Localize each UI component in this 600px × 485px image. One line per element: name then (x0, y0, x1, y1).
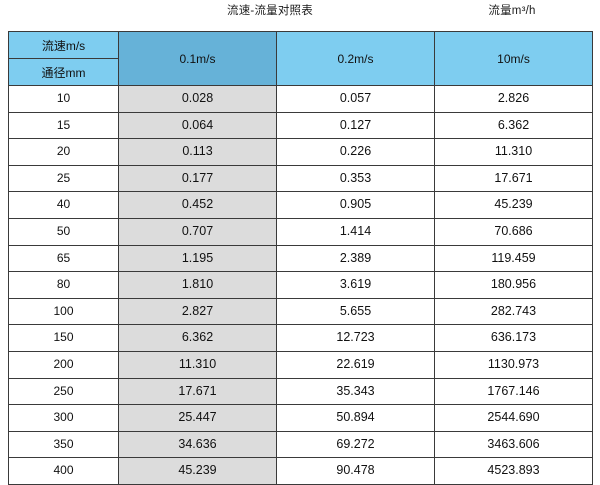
cell-flow-at-0.2ms: 35.343 (276, 377, 435, 406)
table-head: 流速m/s 0.1m/s 0.2m/s 10m/s 通径mm (8, 31, 593, 86)
cell-flow-at-10ms: 180.956 (434, 271, 593, 299)
cell-flow-at-0.2ms: 3.619 (276, 271, 435, 299)
header-col-10ms: 10m/s (434, 31, 593, 86)
caption-row: 流速-流量对照表 流量m³/h (0, 0, 600, 30)
cell-flow-at-0.1ms: 6.362 (118, 324, 277, 352)
cell-flow-at-0.2ms: 90.478 (276, 457, 435, 485)
cell-flow-at-10ms: 1767.146 (434, 377, 593, 406)
cell-flow-at-0.2ms: 0.353 (276, 164, 435, 193)
table-row: 10 0.028 0.057 2.826 (8, 85, 593, 113)
cell-flow-at-0.1ms: 0.113 (118, 138, 277, 166)
cell-nominal-diameter: 10 (8, 85, 119, 113)
cell-flow-at-10ms: 4523.893 (434, 457, 593, 485)
cell-flow-at-0.1ms: 0.177 (118, 164, 277, 193)
cell-flow-at-10ms: 282.743 (434, 297, 593, 326)
table-container: 流速m/s 0.1m/s 0.2m/s 10m/s 通径mm 10 0.028 0.… (8, 31, 593, 485)
cell-nominal-diameter: 300 (8, 404, 119, 432)
cell-nominal-diameter: 250 (8, 377, 119, 406)
cell-nominal-diameter: 65 (8, 244, 119, 273)
cell-nominal-diameter: 50 (8, 217, 119, 246)
table-row: 350 34.636 69.272 3463.606 (8, 430, 593, 459)
cell-flow-at-10ms: 2544.690 (434, 404, 593, 432)
cell-flow-at-0.1ms: 45.239 (118, 457, 277, 485)
table-row: 20 0.113 0.226 11.310 (8, 138, 593, 166)
cell-flow-at-10ms: 1130.973 (434, 350, 593, 379)
table-row: 25 0.177 0.353 17.671 (8, 164, 593, 193)
cell-flow-at-0.1ms: 17.671 (118, 377, 277, 406)
cell-flow-at-0.2ms: 2.389 (276, 244, 435, 273)
header-velocity-unit: 流速m/s (8, 31, 119, 59)
cell-flow-at-0.1ms: 2.827 (118, 297, 277, 326)
cell-flow-at-0.1ms: 0.028 (118, 85, 277, 113)
table-title: 流速-流量对照表 (227, 5, 313, 17)
cell-nominal-diameter: 15 (8, 111, 119, 140)
cell-nominal-diameter: 350 (8, 430, 119, 459)
table-row: 200 11.310 22.619 1130.973 (8, 350, 593, 379)
table-header-row-bottom: 通径mm (8, 58, 593, 86)
cell-flow-at-10ms: 119.459 (434, 244, 593, 273)
cell-flow-at-0.1ms: 1.195 (118, 244, 277, 273)
table-row: 50 0.707 1.414 70.686 (8, 217, 593, 246)
flow-velocity-table: 流速m/s 0.1m/s 0.2m/s 10m/s 通径mm 10 0.028 0.… (8, 31, 593, 485)
cell-flow-at-0.2ms: 69.272 (276, 430, 435, 459)
cell-flow-at-0.1ms: 11.310 (118, 350, 277, 379)
cell-nominal-diameter: 200 (8, 350, 119, 379)
cell-flow-at-10ms: 17.671 (434, 164, 593, 193)
header-col-0.2ms: 0.2m/s (276, 31, 435, 86)
header-col-0.1ms: 0.1m/s (118, 31, 277, 86)
cell-flow-at-0.2ms: 0.057 (276, 85, 435, 113)
cell-flow-at-0.1ms: 0.452 (118, 191, 277, 219)
cell-flow-at-0.2ms: 12.723 (276, 324, 435, 352)
table-row: 15 0.064 0.127 6.362 (8, 111, 593, 140)
cell-flow-at-10ms: 6.362 (434, 111, 593, 140)
cell-flow-at-0.2ms: 22.619 (276, 350, 435, 379)
cell-flow-at-10ms: 11.310 (434, 138, 593, 166)
table-row: 250 17.671 35.343 1767.146 (8, 377, 593, 406)
table-row: 40 0.452 0.905 45.239 (8, 191, 593, 219)
cell-nominal-diameter: 40 (8, 191, 119, 219)
cell-flow-at-10ms: 2.826 (434, 85, 593, 113)
cell-flow-at-10ms: 70.686 (434, 217, 593, 246)
cell-flow-at-0.2ms: 0.905 (276, 191, 435, 219)
cell-nominal-diameter: 20 (8, 138, 119, 166)
table-row: 100 2.827 5.655 282.743 (8, 297, 593, 326)
table-header-row-top: 流速m/s 0.1m/s 0.2m/s 10m/s (8, 31, 593, 86)
cell-flow-at-10ms: 45.239 (434, 191, 593, 219)
cell-flow-at-0.2ms: 0.226 (276, 138, 435, 166)
cell-flow-at-0.1ms: 1.810 (118, 271, 277, 299)
cell-flow-at-0.2ms: 0.127 (276, 111, 435, 140)
table-row: 400 45.239 90.478 4523.893 (8, 457, 593, 485)
flow-rate-unit-label: 流量m³/h (488, 5, 536, 17)
cell-flow-at-10ms: 636.173 (434, 324, 593, 352)
table-row: 80 1.810 3.619 180.956 (8, 271, 593, 299)
table-row: 150 6.362 12.723 636.173 (8, 324, 593, 352)
cell-nominal-diameter: 100 (8, 297, 119, 326)
cell-flow-at-10ms: 3463.606 (434, 430, 593, 459)
cell-nominal-diameter: 25 (8, 164, 119, 193)
cell-nominal-diameter: 80 (8, 271, 119, 299)
table-row: 65 1.195 2.389 119.459 (8, 244, 593, 273)
table-row: 300 25.447 50.894 2544.690 (8, 404, 593, 432)
cell-flow-at-0.1ms: 0.707 (118, 217, 277, 246)
cell-flow-at-0.1ms: 25.447 (118, 404, 277, 432)
cell-flow-at-0.2ms: 50.894 (276, 404, 435, 432)
cell-flow-at-0.2ms: 5.655 (276, 297, 435, 326)
cell-nominal-diameter: 150 (8, 324, 119, 352)
cell-nominal-diameter: 400 (8, 457, 119, 485)
table-body: 10 0.028 0.057 2.826 15 0.064 0.127 6.362 20 0.11… (8, 85, 593, 485)
cell-flow-at-0.2ms: 1.414 (276, 217, 435, 246)
cell-flow-at-0.1ms: 0.064 (118, 111, 277, 140)
header-diameter-unit: 通径mm (8, 58, 119, 86)
cell-flow-at-0.1ms: 34.636 (118, 430, 277, 459)
